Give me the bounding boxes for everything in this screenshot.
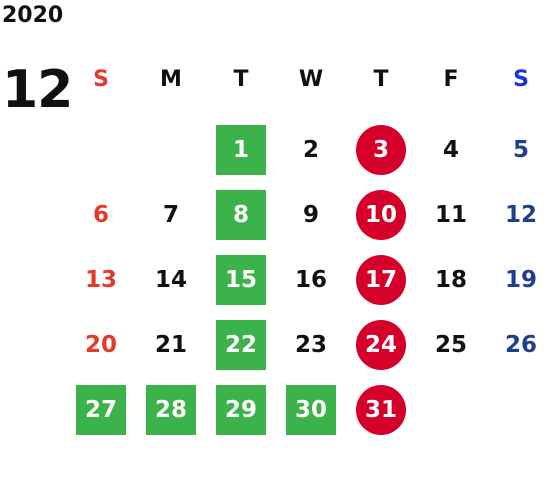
date-cell: 5 xyxy=(512,137,529,163)
date-cell: 2 xyxy=(302,137,319,163)
weekday-saturday: S xyxy=(513,67,529,92)
date-cell-green: 1 xyxy=(216,125,266,175)
date-cell: 13 xyxy=(84,267,117,293)
date-cell: 12 xyxy=(504,202,537,228)
date-cell-red-circle: 31 xyxy=(356,385,406,435)
date-cell: 14 xyxy=(154,267,187,293)
date-cell-green: 27 xyxy=(76,385,126,435)
date-cell: 9 xyxy=(302,202,319,228)
date-cell: 18 xyxy=(434,267,467,293)
date-cell-green: 8 xyxy=(216,190,266,240)
date-cell: 21 xyxy=(154,332,187,358)
calendar-year: 2020 xyxy=(2,3,64,28)
date-cell: 16 xyxy=(294,267,327,293)
date-cell-red-circle: 3 xyxy=(356,125,406,175)
date-cell-green: 28 xyxy=(146,385,196,435)
date-cell-green: 30 xyxy=(286,385,336,435)
weekday-monday: M xyxy=(160,67,182,92)
date-cell-red-circle: 10 xyxy=(356,190,406,240)
date-cell-red-circle: 17 xyxy=(356,255,406,305)
date-cell: 26 xyxy=(504,332,537,358)
date-cell-green: 15 xyxy=(216,255,266,305)
date-cell-green: 29 xyxy=(216,385,266,435)
weekday-friday: F xyxy=(443,67,459,92)
date-cell: 4 xyxy=(442,137,459,163)
date-cell: 23 xyxy=(294,332,327,358)
date-cell: 20 xyxy=(84,332,117,358)
date-cell: 7 xyxy=(162,202,179,228)
calendar-month: 12 xyxy=(2,60,73,120)
weekday-thursday: T xyxy=(373,67,389,92)
date-cell: 25 xyxy=(434,332,467,358)
weekday-tuesday: T xyxy=(233,67,249,92)
date-cell-red-circle: 24 xyxy=(356,320,406,370)
date-cell-green: 22 xyxy=(216,320,266,370)
weekday-wednesday: W xyxy=(298,67,324,92)
date-cell: 19 xyxy=(504,267,537,293)
date-cell: 6 xyxy=(92,202,109,228)
date-cell: 11 xyxy=(434,202,467,228)
weekday-sunday: S xyxy=(93,67,109,92)
